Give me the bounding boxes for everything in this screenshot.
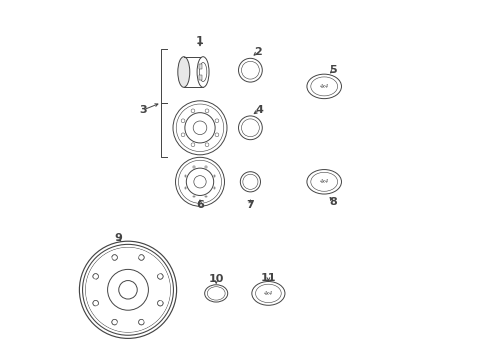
Circle shape (108, 269, 148, 310)
Circle shape (242, 61, 259, 79)
Bar (185, 187, 186, 189)
Polygon shape (246, 180, 250, 183)
Ellipse shape (178, 57, 190, 87)
Circle shape (193, 121, 207, 135)
Text: 3: 3 (140, 105, 147, 115)
Polygon shape (251, 126, 256, 130)
Ellipse shape (199, 63, 207, 81)
Text: 2: 2 (254, 47, 262, 57)
Polygon shape (251, 180, 255, 183)
Text: 4x4: 4x4 (319, 84, 329, 89)
Bar (193, 196, 195, 197)
Text: 6: 6 (196, 200, 204, 210)
Circle shape (194, 176, 206, 188)
Ellipse shape (205, 285, 228, 302)
Circle shape (181, 119, 185, 123)
Circle shape (239, 116, 262, 140)
Ellipse shape (207, 287, 225, 300)
Ellipse shape (197, 57, 209, 87)
Circle shape (86, 248, 171, 332)
Circle shape (93, 301, 98, 306)
Bar (205, 166, 207, 168)
Text: 4: 4 (255, 105, 263, 115)
Circle shape (242, 119, 259, 137)
Bar (214, 187, 216, 189)
Circle shape (205, 109, 209, 113)
Ellipse shape (311, 77, 338, 96)
Circle shape (186, 168, 214, 195)
Bar (199, 64, 202, 69)
Circle shape (175, 157, 224, 206)
Text: 7: 7 (246, 200, 254, 210)
Circle shape (243, 174, 258, 189)
Circle shape (119, 280, 137, 299)
Ellipse shape (307, 170, 342, 194)
Bar (214, 175, 216, 176)
Text: 4x4: 4x4 (264, 291, 273, 296)
Ellipse shape (252, 282, 285, 305)
Text: 1: 1 (196, 36, 204, 46)
Bar (185, 175, 186, 176)
Ellipse shape (307, 74, 342, 99)
Circle shape (240, 172, 261, 192)
Text: 8: 8 (329, 197, 337, 207)
Circle shape (176, 104, 224, 152)
Circle shape (112, 319, 117, 325)
Ellipse shape (256, 284, 281, 303)
Polygon shape (210, 291, 216, 296)
Circle shape (215, 133, 219, 137)
Circle shape (215, 119, 219, 123)
Text: 11: 11 (261, 273, 276, 283)
Circle shape (139, 319, 144, 325)
Circle shape (181, 133, 185, 137)
Circle shape (158, 274, 163, 279)
Circle shape (82, 244, 173, 335)
Polygon shape (251, 68, 256, 72)
Polygon shape (245, 68, 250, 72)
Circle shape (185, 113, 215, 143)
Circle shape (205, 143, 209, 147)
Text: 5: 5 (329, 65, 337, 75)
Circle shape (191, 109, 195, 113)
Circle shape (112, 255, 117, 260)
Circle shape (93, 274, 98, 279)
Polygon shape (217, 291, 222, 296)
Circle shape (139, 255, 144, 260)
Text: 9: 9 (114, 233, 122, 243)
Text: 10: 10 (209, 274, 224, 284)
Circle shape (239, 58, 262, 82)
Bar (193, 166, 195, 168)
Circle shape (86, 248, 171, 332)
Circle shape (178, 160, 221, 203)
Bar (199, 75, 202, 80)
Bar (205, 196, 207, 197)
Circle shape (191, 143, 195, 147)
Polygon shape (245, 126, 250, 130)
Circle shape (173, 101, 227, 155)
Ellipse shape (311, 172, 338, 191)
Circle shape (158, 301, 163, 306)
Text: 4x4: 4x4 (319, 179, 329, 184)
